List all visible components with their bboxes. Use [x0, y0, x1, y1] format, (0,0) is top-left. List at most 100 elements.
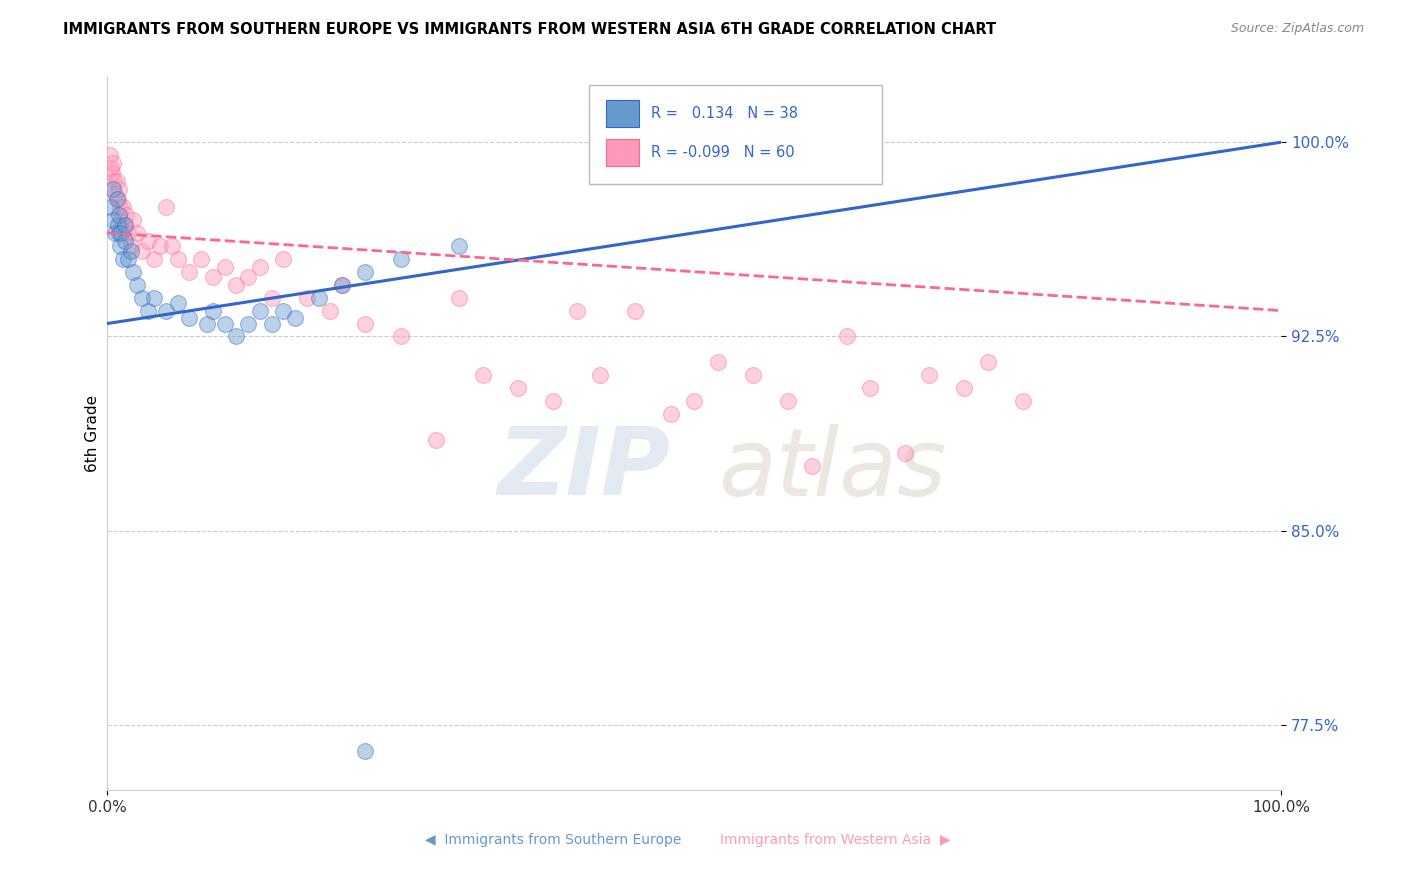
Point: [125, 277, 148, 292]
Point: [143, 252, 166, 266]
Point: [506, 381, 529, 395]
Point: [179, 265, 201, 279]
Point: [120, 244, 142, 258]
Text: Source: ZipAtlas.com: Source: ZipAtlas.com: [1230, 22, 1364, 36]
Point: [117, 252, 139, 266]
Point: [214, 317, 236, 331]
Point: [449, 291, 471, 305]
Point: [114, 218, 136, 232]
FancyBboxPatch shape: [589, 85, 882, 185]
Point: [115, 208, 138, 222]
Point: [659, 407, 682, 421]
Point: [319, 303, 342, 318]
Point: [131, 244, 153, 258]
Point: [101, 182, 124, 196]
Text: R =   0.134   N = 38: R = 0.134 N = 38: [651, 106, 797, 121]
Point: [284, 311, 307, 326]
Point: [114, 234, 136, 248]
Point: [190, 252, 212, 266]
Point: [225, 277, 247, 292]
Point: [122, 213, 145, 227]
Point: [111, 200, 134, 214]
Point: [683, 394, 706, 409]
Point: [155, 200, 177, 214]
Point: [835, 329, 858, 343]
Point: [295, 291, 318, 305]
Point: [589, 368, 612, 383]
Point: [800, 458, 823, 473]
Point: [894, 446, 917, 460]
Point: [108, 208, 131, 222]
Point: [110, 226, 132, 240]
Point: [565, 303, 588, 318]
Point: [389, 329, 412, 343]
Text: IMMIGRANTS FROM SOUTHERN EUROPE VS IMMIGRANTS FROM WESTERN ASIA 6TH GRADE CORREL: IMMIGRANTS FROM SOUTHERN EUROPE VS IMMIG…: [63, 22, 997, 37]
Point: [308, 291, 330, 305]
Point: [100, 161, 122, 175]
Point: [354, 317, 377, 331]
Point: [108, 226, 131, 240]
Point: [225, 329, 247, 343]
Point: [249, 303, 271, 318]
Point: [166, 295, 188, 310]
Point: [108, 239, 131, 253]
Point: [149, 239, 172, 253]
Point: [354, 744, 377, 758]
Point: [201, 303, 224, 318]
Point: [107, 192, 129, 206]
Point: [100, 200, 122, 214]
Y-axis label: 6th Grade: 6th Grade: [86, 395, 100, 472]
Bar: [606, 139, 638, 167]
Point: [114, 218, 136, 232]
Point: [122, 265, 145, 279]
Point: [101, 156, 124, 170]
Point: [101, 213, 124, 227]
Point: [273, 252, 295, 266]
Point: [706, 355, 728, 369]
Point: [105, 174, 128, 188]
Text: ◀  Immigrants from Southern Europe: ◀ Immigrants from Southern Europe: [425, 833, 682, 847]
Point: [976, 355, 998, 369]
Point: [105, 192, 128, 206]
Text: atlas: atlas: [717, 424, 946, 515]
Point: [104, 226, 127, 240]
Point: [160, 239, 183, 253]
Point: [449, 239, 471, 253]
Point: [249, 260, 271, 274]
Point: [136, 303, 159, 318]
Text: ZIP: ZIP: [498, 424, 671, 516]
Point: [125, 226, 148, 240]
Point: [1011, 394, 1033, 409]
Text: Immigrants from Western Asia  ▶: Immigrants from Western Asia ▶: [720, 833, 950, 847]
Point: [136, 234, 159, 248]
Point: [195, 317, 218, 331]
Point: [155, 303, 177, 318]
Point: [741, 368, 763, 383]
Point: [543, 394, 565, 409]
Point: [101, 166, 124, 180]
Point: [201, 269, 224, 284]
Point: [104, 187, 127, 202]
Text: R = -0.099   N = 60: R = -0.099 N = 60: [651, 145, 794, 161]
Point: [179, 311, 201, 326]
Point: [859, 381, 882, 395]
Point: [471, 368, 494, 383]
Point: [143, 291, 166, 305]
Point: [260, 291, 283, 305]
Point: [624, 303, 647, 318]
Point: [117, 226, 139, 240]
Point: [425, 433, 447, 447]
Point: [236, 317, 259, 331]
Point: [236, 269, 259, 284]
Point: [354, 265, 377, 279]
Point: [108, 200, 131, 214]
Point: [389, 252, 412, 266]
Point: [98, 148, 121, 162]
Point: [918, 368, 941, 383]
Point: [330, 277, 353, 292]
Point: [103, 174, 125, 188]
Point: [778, 394, 800, 409]
Point: [166, 252, 188, 266]
Point: [107, 218, 129, 232]
Bar: [606, 100, 638, 128]
